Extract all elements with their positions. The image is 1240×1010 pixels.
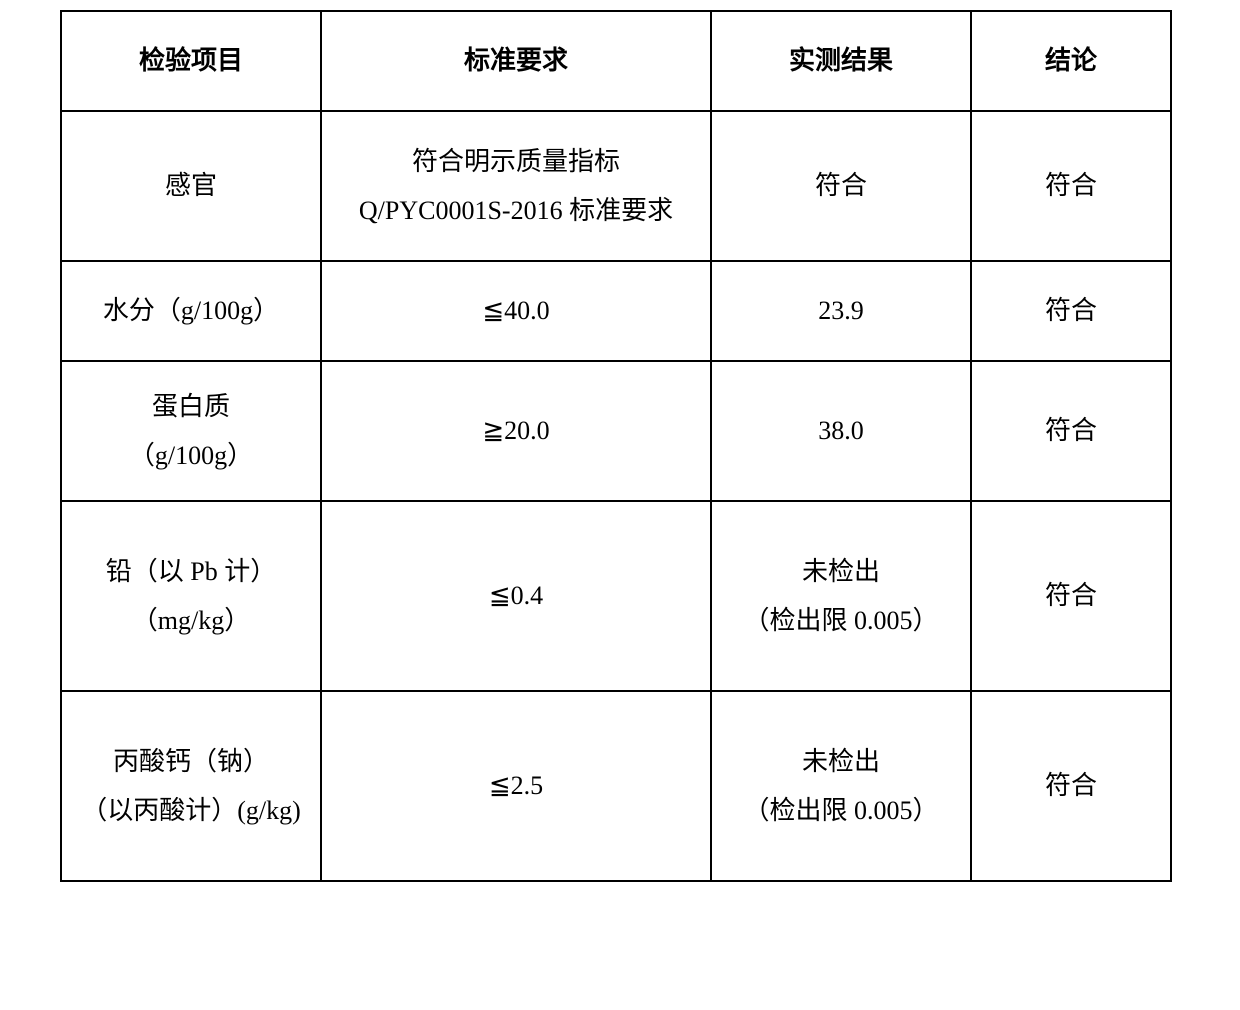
cell-text: 符合明示质量指标 [326, 137, 706, 186]
cell-text: 丙酸钙（钠） [66, 737, 316, 786]
cell-text: （以丙酸计）(g/kg) [66, 786, 316, 835]
cell-conclusion: 符合 [971, 361, 1171, 501]
cell-result: 符合 [711, 111, 971, 261]
cell-requirement: ≧20.0 [321, 361, 711, 501]
cell-result: 未检出 （检出限 0.005） [711, 691, 971, 881]
cell-result: 38.0 [711, 361, 971, 501]
cell-result: 23.9 [711, 261, 971, 361]
table-header-row: 检验项目 标准要求 实测结果 结论 [61, 11, 1171, 111]
cell-requirement: 符合明示质量指标 Q/PYC0001S-2016 标准要求 [321, 111, 711, 261]
cell-text: 未检出 [716, 737, 966, 786]
cell-item: 丙酸钙（钠） （以丙酸计）(g/kg) [61, 691, 321, 881]
table-row: 水分（g/100g） ≦40.0 23.9 符合 [61, 261, 1171, 361]
header-conclusion: 结论 [971, 11, 1171, 111]
cell-requirement: ≦0.4 [321, 501, 711, 691]
header-result: 实测结果 [711, 11, 971, 111]
cell-item: 铅（以 Pb 计） （mg/kg） [61, 501, 321, 691]
header-item: 检验项目 [61, 11, 321, 111]
cell-conclusion: 符合 [971, 501, 1171, 691]
header-requirement: 标准要求 [321, 11, 711, 111]
table-row: 蛋白质 （g/100g） ≧20.0 38.0 符合 [61, 361, 1171, 501]
inspection-table: 检验项目 标准要求 实测结果 结论 感官 符合明示质量指标 Q/PYC0001S… [60, 10, 1172, 882]
cell-result: 未检出 （检出限 0.005） [711, 501, 971, 691]
cell-conclusion: 符合 [971, 111, 1171, 261]
cell-text: （检出限 0.005） [716, 786, 966, 835]
table-row: 铅（以 Pb 计） （mg/kg） ≦0.4 未检出 （检出限 0.005） 符… [61, 501, 1171, 691]
cell-text: （检出限 0.005） [716, 596, 966, 645]
cell-text: 铅（以 Pb 计） [66, 547, 316, 596]
cell-text: Q/PYC0001S-2016 标准要求 [326, 186, 706, 235]
table-row: 丙酸钙（钠） （以丙酸计）(g/kg) ≦2.5 未检出 （检出限 0.005）… [61, 691, 1171, 881]
table-row: 感官 符合明示质量指标 Q/PYC0001S-2016 标准要求 符合 符合 [61, 111, 1171, 261]
cell-conclusion: 符合 [971, 691, 1171, 881]
cell-item: 感官 [61, 111, 321, 261]
cell-text: （g/100g） [66, 431, 316, 480]
cell-text: （mg/kg） [66, 596, 316, 645]
cell-requirement: ≦2.5 [321, 691, 711, 881]
cell-conclusion: 符合 [971, 261, 1171, 361]
cell-text: 蛋白质 [66, 382, 316, 431]
cell-requirement: ≦40.0 [321, 261, 711, 361]
cell-text: 未检出 [716, 547, 966, 596]
cell-item: 水分（g/100g） [61, 261, 321, 361]
cell-item: 蛋白质 （g/100g） [61, 361, 321, 501]
